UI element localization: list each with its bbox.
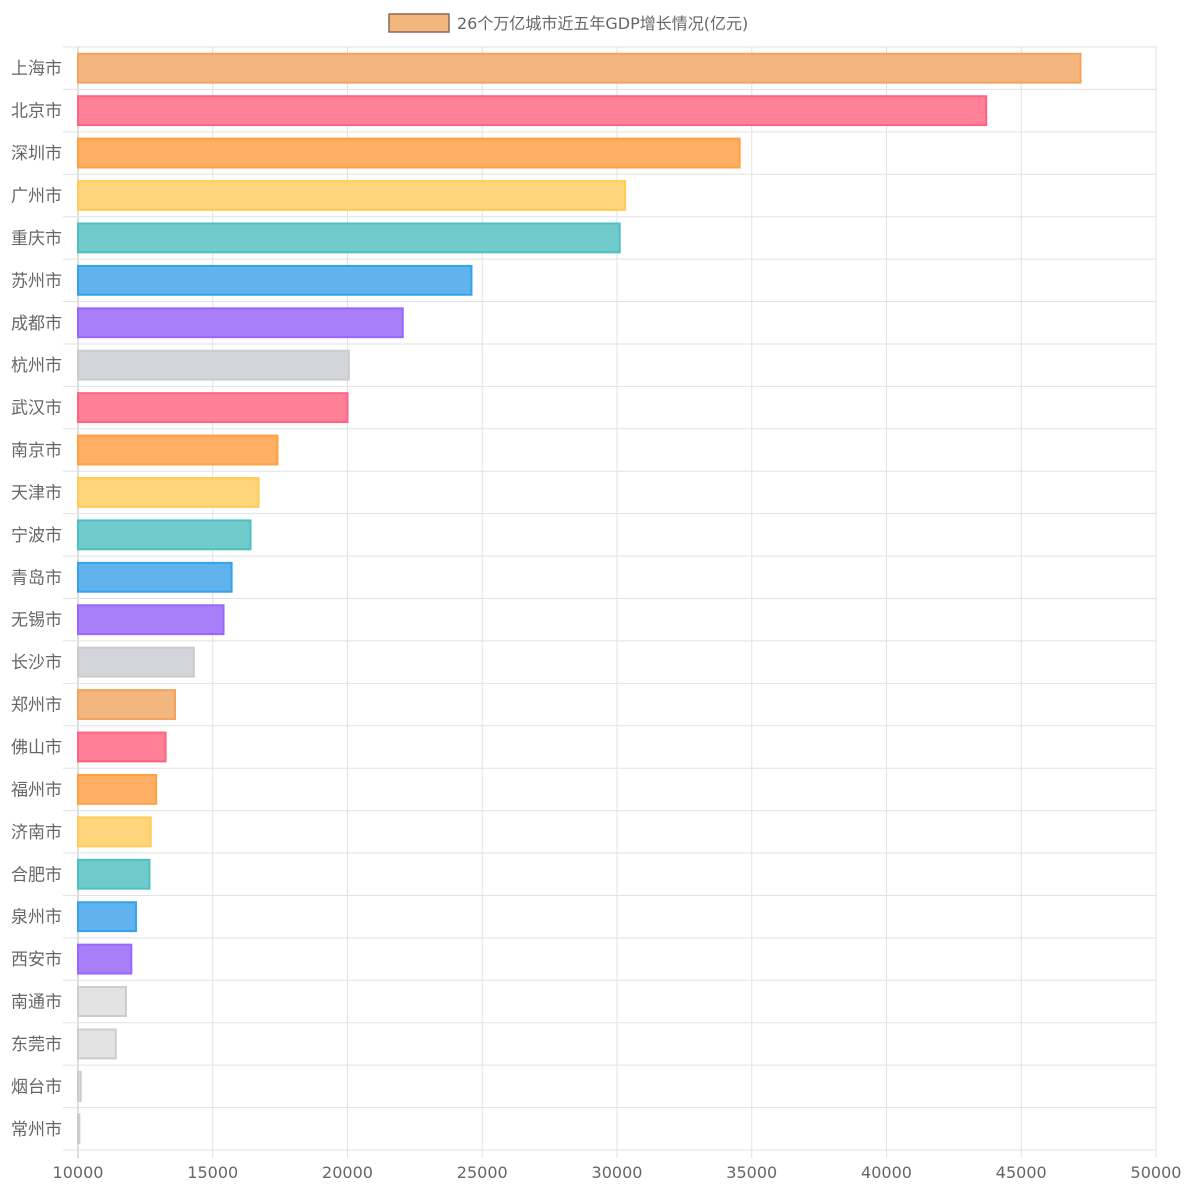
category-label: 西安市 (11, 950, 62, 970)
bar (77, 1028, 117, 1060)
category-label: 成都市 (11, 314, 62, 334)
category-label: 泉州市 (11, 908, 62, 928)
category-label: 宁波市 (11, 526, 62, 546)
category-label: 北京市 (11, 102, 62, 122)
category-label: 合肥市 (11, 865, 62, 885)
category-label: 济南市 (11, 823, 62, 843)
category-label: 南京市 (11, 441, 62, 461)
bar (77, 731, 167, 763)
bar (77, 222, 621, 254)
bar (77, 773, 158, 805)
bar (77, 392, 349, 424)
category-label: 苏州市 (11, 271, 62, 291)
category-label: 广州市 (11, 186, 62, 206)
legend-swatch (388, 13, 450, 33)
category-label: 东莞市 (11, 1035, 62, 1055)
x-tick-label: 20000 (322, 1163, 373, 1182)
category-label: 青岛市 (11, 568, 62, 588)
bar (77, 1070, 82, 1102)
bar (77, 689, 177, 720)
category-label: 长沙市 (11, 653, 62, 673)
bar (77, 180, 627, 211)
category-label: 武汉市 (11, 399, 62, 419)
legend-label: 26个万亿城市近五年GDP增长情况(亿元) (457, 14, 748, 33)
x-tick-label: 35000 (726, 1163, 777, 1182)
category-label: 常州市 (11, 1120, 62, 1140)
category-label: 佛山市 (11, 738, 62, 758)
bar (77, 604, 225, 636)
x-tick-label: 30000 (592, 1163, 643, 1182)
bar (77, 349, 350, 381)
x-tick-label: 40000 (861, 1163, 912, 1182)
category-label: 南通市 (11, 993, 62, 1013)
bar (77, 858, 151, 890)
x-tick-label: 45000 (996, 1163, 1047, 1182)
bar (77, 1113, 81, 1145)
bar (77, 95, 988, 127)
category-label: 无锡市 (11, 611, 62, 631)
bar (77, 986, 127, 1017)
bar (77, 434, 279, 466)
category-label: 烟台市 (11, 1077, 62, 1097)
bar (77, 137, 741, 169)
bar (77, 477, 260, 508)
category-label: 杭州市 (11, 356, 62, 376)
x-tick-label: 10000 (53, 1163, 104, 1182)
category-label: 福州市 (11, 780, 62, 800)
bar (77, 307, 404, 339)
x-tick-label: 15000 (187, 1163, 238, 1182)
bar (77, 52, 1082, 84)
bar (77, 943, 133, 975)
bar (77, 646, 195, 678)
x-tick-label: 50000 (1131, 1163, 1182, 1182)
bar (77, 519, 252, 551)
category-label: 深圳市 (11, 144, 62, 164)
category-label: 重庆市 (11, 229, 62, 249)
category-label: 郑州市 (11, 696, 62, 716)
x-tick-label: 25000 (457, 1163, 508, 1182)
bar (77, 901, 137, 933)
legend: 26个万亿城市近五年GDP增长情况(亿元) (388, 13, 748, 33)
bar (77, 264, 473, 296)
bar (77, 816, 152, 848)
category-label: 天津市 (11, 483, 62, 503)
bar (77, 561, 233, 593)
category-label: 上海市 (11, 59, 62, 79)
